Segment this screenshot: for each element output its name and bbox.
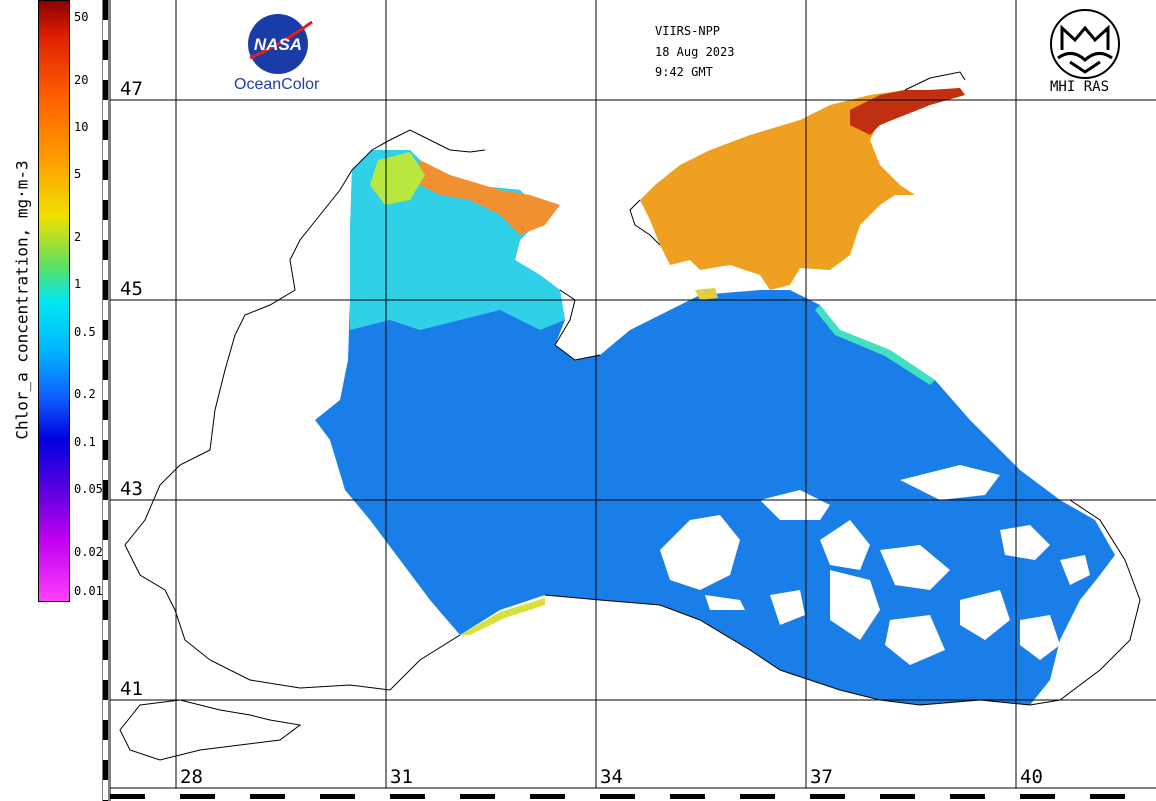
bottom-axis-segment <box>1020 794 1055 799</box>
latitude-label: 45 <box>120 278 143 300</box>
time-label: 9:42 GMT <box>655 65 713 79</box>
bottom-axis-segment <box>670 794 705 799</box>
latitude-label: 41 <box>120 678 143 700</box>
nasa-logo-text: NASA <box>254 35 302 54</box>
coastlines <box>119 71 1141 761</box>
left-axis-segment <box>103 780 108 800</box>
bottom-axis-segment <box>530 794 565 799</box>
kerch-strait <box>695 288 718 300</box>
cloud-patches <box>660 465 1090 665</box>
bottom-axis-segment <box>320 794 355 799</box>
left-axis-segment <box>103 100 108 120</box>
colorbar-tick-label: 5 <box>74 167 82 182</box>
left-axis-segment <box>103 180 108 200</box>
colorbar-tick-label: 2 <box>74 229 82 244</box>
left-axis-segment <box>103 460 108 480</box>
left-axis-segment <box>103 20 108 40</box>
bottom-axis-segment <box>250 794 285 799</box>
colorbar-tick-label: 50 <box>74 9 89 24</box>
longitude-label: 34 <box>600 766 623 788</box>
colorbar-tick-label: 0.02 <box>74 544 103 559</box>
bottom-axis-segment <box>110 794 145 799</box>
south-coastal-strip <box>460 598 545 635</box>
sea-of-azov <box>640 88 965 290</box>
left-axis-segment <box>103 300 108 320</box>
left-axis-segment <box>103 220 108 240</box>
left-axis-segment <box>103 140 108 160</box>
sensor-label: VIIRS-NPP <box>655 24 721 38</box>
left-axis-ticks <box>103 20 108 800</box>
bottom-axis-segment <box>460 794 495 799</box>
colorbar-tick-label: 0.2 <box>74 387 96 402</box>
bottom-axis-segment <box>880 794 915 799</box>
bottom-axis-segment <box>600 794 635 799</box>
left-axis-segment <box>103 380 108 400</box>
left-axis-outline <box>102 0 109 801</box>
left-axis-segment <box>103 500 108 520</box>
bottom-axis-segment <box>1090 794 1125 799</box>
bottom-axis-segment <box>810 794 845 799</box>
east-coastal-strip <box>815 305 935 385</box>
bottom-axis-segment <box>390 794 425 799</box>
oceancolor-logo-text: OceanColor <box>234 76 320 93</box>
coastal-bloom-north <box>420 160 560 235</box>
left-axis-segment <box>103 60 108 80</box>
left-axis-segment <box>103 420 108 440</box>
graticule <box>110 0 1156 788</box>
bottom-axis-segment <box>740 794 775 799</box>
colorbar-tick-label: 0.05 <box>74 482 103 496</box>
bottom-axis-segment <box>180 794 215 799</box>
date-label: 18 Aug 2023 <box>655 45 735 59</box>
nasa-logo <box>248 14 313 74</box>
bottom-axis-ticks <box>110 794 1125 799</box>
colorbar-tick-label: 0.1 <box>74 434 96 449</box>
left-axis-segment <box>103 260 108 280</box>
left-axis-segment <box>103 540 108 560</box>
mhi-ras-logo <box>1050 9 1120 79</box>
colorbar-tick-label: 20 <box>74 72 89 87</box>
colorbar-tick-label: 0.5 <box>74 324 96 339</box>
longitude-label: 37 <box>810 766 833 788</box>
longitude-label: 28 <box>180 766 203 788</box>
left-axis-segment <box>103 740 108 760</box>
mhi-ras-label: MHI RAS <box>1050 79 1110 95</box>
left-axis-bar <box>103 0 108 801</box>
colorbar-tick-label: 0.01 <box>74 584 103 598</box>
latitude-label: 47 <box>120 78 143 100</box>
left-axis-segment <box>103 660 108 680</box>
azov-taganrog-bay <box>850 88 965 135</box>
left-axis-segment <box>103 340 108 360</box>
left-axis-segment <box>103 580 108 600</box>
left-axis-segment <box>103 620 108 640</box>
longitude-label: 40 <box>1020 766 1043 788</box>
coastal-bloom-odessa <box>370 152 425 205</box>
longitude-label: 31 <box>390 766 413 788</box>
colorbar <box>38 0 70 602</box>
colorbar-tick-label: 10 <box>74 119 89 134</box>
bottom-axis-segment <box>950 794 985 799</box>
latitude-label: 43 <box>120 478 143 500</box>
colorbar-tick-label: 1 <box>74 277 82 292</box>
left-axis-segment <box>103 700 108 720</box>
